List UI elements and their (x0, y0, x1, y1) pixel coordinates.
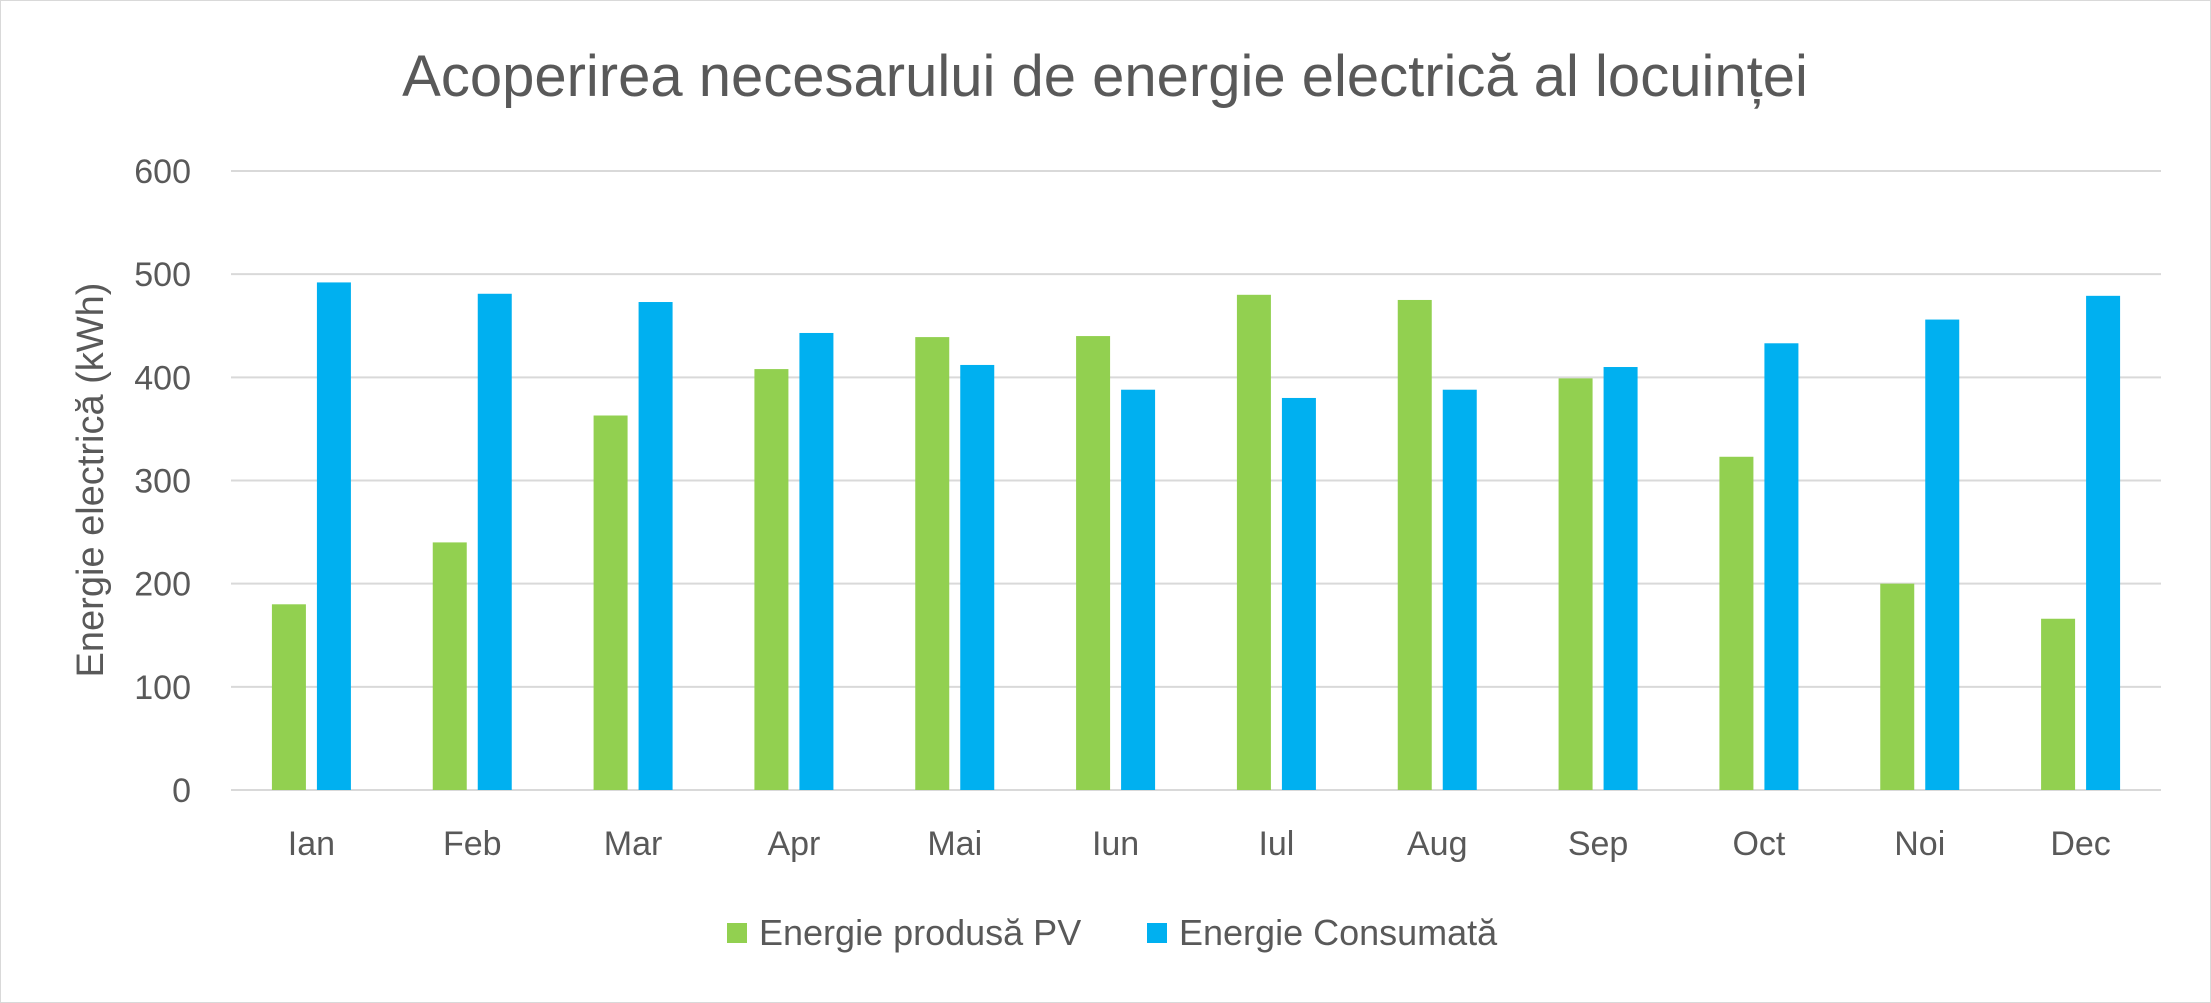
chart-title: Acoperirea necesarului de energie electr… (402, 44, 1808, 109)
bar-energie-produsa-pv-apr (754, 369, 789, 790)
x-tick-label: Aug (1407, 825, 1468, 863)
y-axis-label: Energie electrică (kWh) (70, 283, 112, 678)
bar-energie-produsa-pv-dec (2041, 618, 2076, 790)
legend-label: Energie Consumată (1179, 912, 1498, 953)
bar-energie-produsa-pv-ian (271, 604, 306, 790)
y-tick-label: 300 (134, 463, 191, 501)
x-ticks-layer: Ian Feb Mar Apr Mai Iun Iul Aug Sep Oct Noi Dec (288, 825, 2111, 863)
x-tick-label: Mai (927, 825, 982, 863)
grid-layer (231, 170, 2161, 791)
bar-energie-produsa-pv-iul (1236, 294, 1271, 790)
x-tick-label: Sep (1568, 825, 1629, 863)
bar-energie-consumata-dec (2086, 295, 2121, 790)
y-tick-label: 600 (134, 153, 191, 191)
bars-layer (271, 282, 2121, 790)
bar-energie-consumata-feb (477, 293, 512, 790)
x-tick-label: Iul (1258, 825, 1294, 863)
bar-energie-consumata-ian (316, 282, 351, 790)
bar-energie-consumata-oct (1764, 343, 1799, 790)
x-tick-label: Oct (1732, 825, 1785, 863)
bar-energie-consumata-iul (1281, 397, 1316, 790)
x-tick-label: Iun (1092, 825, 1139, 863)
bar-energie-produsa-pv-mai (915, 337, 950, 790)
x-tick-label: Feb (443, 825, 502, 863)
y-tick-label: 100 (134, 669, 191, 707)
bar-energie-consumata-aug (1442, 389, 1477, 790)
legend-swatch (727, 923, 747, 943)
bar-energie-produsa-pv-iun (1076, 336, 1111, 790)
y-tick-label: 400 (134, 359, 191, 397)
bar-energie-produsa-pv-sep (1558, 378, 1593, 790)
bar-energie-consumata-apr (799, 332, 834, 790)
bar-energie-consumata-mar (638, 302, 673, 790)
y-tick-label: 200 (134, 566, 191, 604)
x-tick-label: Dec (2050, 825, 2110, 863)
bar-energie-produsa-pv-mar (593, 415, 628, 790)
y-ticks-layer: 0 100 200 300 400 500 600 (134, 153, 191, 810)
y-tick-label: 500 (134, 256, 191, 294)
bar-energie-produsa-pv-aug (1397, 299, 1432, 790)
legend: Energie produsă PV Energie Consumată (727, 912, 1498, 953)
legend-label: Energie produsă PV (759, 912, 1081, 953)
legend-swatch (1147, 923, 1167, 943)
bar-energie-produsa-pv-feb (432, 542, 467, 790)
x-tick-label: Noi (1894, 825, 1945, 863)
x-tick-label: Apr (767, 825, 820, 863)
bar-energie-consumata-sep (1603, 367, 1638, 790)
bar-energie-produsa-pv-oct (1719, 456, 1754, 790)
bar-energie-consumata-mai (960, 364, 995, 790)
y-tick-label: 0 (172, 772, 191, 810)
bar-energie-consumata-iun (1121, 389, 1156, 790)
bar-energie-produsa-pv-noi (1880, 583, 1915, 790)
x-tick-label: Ian (288, 825, 335, 863)
bar-energie-consumata-noi (1925, 319, 1960, 790)
x-tick-label: Mar (604, 825, 663, 863)
